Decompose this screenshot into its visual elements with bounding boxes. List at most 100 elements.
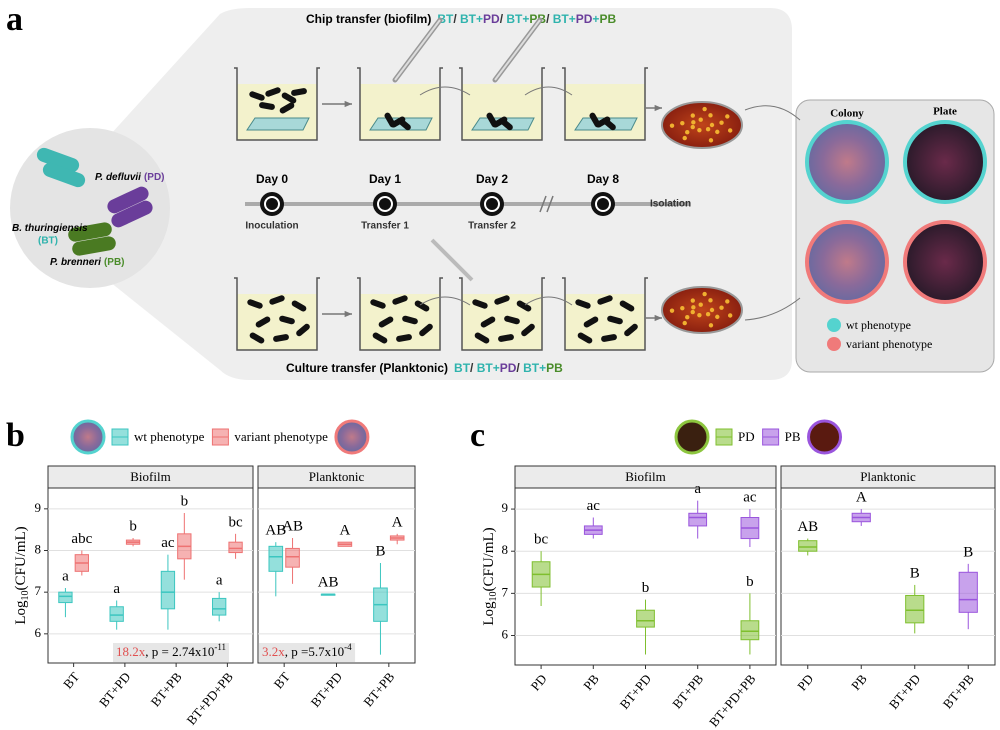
bacterium <box>107 186 149 214</box>
x-tick-label: BT+PB <box>669 671 706 711</box>
y-label-sub: 10 <box>20 591 31 601</box>
group-letter: B <box>963 544 973 560</box>
group-letter: a <box>113 581 120 597</box>
colony-spot <box>691 120 696 125</box>
step-label: Transfer 2 <box>468 221 516 232</box>
colony-spot <box>697 312 702 318</box>
combo-token: BT <box>460 12 477 26</box>
cell <box>472 299 488 309</box>
y-tick-label: 7 <box>502 584 509 599</box>
plate-label: Plate <box>933 106 957 118</box>
bacterium <box>42 162 86 188</box>
colony-spot <box>680 305 685 311</box>
day-label: Day 2 <box>476 172 508 186</box>
cell <box>265 87 281 97</box>
cell <box>249 332 265 344</box>
combo-token: / <box>470 361 477 375</box>
species-name: P. brenneri <box>50 257 101 268</box>
tweezers-edge <box>494 19 541 81</box>
phenotype-image <box>805 220 889 304</box>
x-tick-label: BT <box>271 669 293 691</box>
legend-label: variant phenotype <box>234 429 328 444</box>
box <box>109 606 124 622</box>
y-axis-label: Log10(CFU/mL) <box>481 527 499 625</box>
y-tick-label: 6 <box>35 625 42 640</box>
cell <box>504 315 520 325</box>
combo-token: PD <box>483 12 500 26</box>
cell <box>597 295 613 305</box>
combo-token: BT <box>523 361 540 375</box>
y-label-sub: 10 <box>488 592 499 602</box>
x-tick-label: BT+PB <box>940 671 977 711</box>
species-abbr: (PB) <box>104 257 125 268</box>
group-letter: b <box>129 518 137 534</box>
colony-spot <box>705 312 711 317</box>
colony-spot <box>715 129 720 135</box>
cell <box>247 299 263 309</box>
x-tick-label: BT+PD+PB <box>706 671 759 730</box>
day-marker-ring <box>595 196 611 212</box>
group-letter: B <box>910 565 920 581</box>
colony-spot <box>709 307 715 313</box>
x-tick-label: PB <box>848 671 870 693</box>
cell <box>372 332 388 344</box>
y-tick-label: 9 <box>502 500 509 515</box>
legend-label: wt phenotype <box>134 429 205 444</box>
phenotype-dot <box>827 337 841 351</box>
colony-spot <box>698 117 703 122</box>
arrow-head <box>654 314 662 322</box>
beaker <box>234 67 320 141</box>
bacterium <box>72 236 116 256</box>
box <box>228 541 243 554</box>
x-tick-label: BT+PD <box>617 671 655 712</box>
y-tick-label: 8 <box>35 541 42 556</box>
cell <box>601 334 617 342</box>
arrow-head <box>654 104 662 112</box>
cell <box>273 334 289 342</box>
group-letter: AB <box>265 523 286 539</box>
box <box>58 591 73 604</box>
cell <box>378 316 394 328</box>
colony-spot <box>708 113 713 118</box>
colony-spot <box>697 127 702 133</box>
group-letter: b <box>746 574 754 590</box>
transfer-title: Chip transfer (biofilm)BT/ BT+PD/ BT+PB/… <box>306 12 616 26</box>
step-label: Transfer 1 <box>361 221 409 232</box>
step-label: Isolation <box>650 199 691 210</box>
day-marker <box>480 192 504 216</box>
day-marker-ring <box>264 196 280 212</box>
pipette <box>430 238 474 282</box>
day-marker-ring <box>484 196 500 212</box>
combo-token: / <box>546 12 553 26</box>
cell <box>291 88 307 96</box>
cell <box>583 316 599 328</box>
beaker <box>459 67 545 141</box>
combo-token: / <box>453 12 460 26</box>
day-marker <box>260 192 284 216</box>
day-label: Day 1 <box>369 172 401 186</box>
colony-spot <box>690 309 695 315</box>
x-tick-label: PD <box>794 671 816 693</box>
facet-title: Biofilm <box>625 469 665 484</box>
day-marker-ring <box>377 196 393 212</box>
x-tick-label: BT+PD+PB <box>183 669 236 728</box>
combo-token: / <box>500 12 507 26</box>
beaker <box>459 277 545 351</box>
combo-token: BT <box>553 12 570 26</box>
group-letter: a <box>62 568 69 584</box>
group-letter: AB <box>318 575 339 591</box>
combo-token: + <box>539 361 546 375</box>
transfer-title: Culture transfer (Planktonic) BT/ BT+PD/ … <box>286 361 563 375</box>
cell <box>397 117 411 131</box>
box <box>212 597 227 616</box>
step-label: Inoculation <box>245 221 298 232</box>
phenotype-image <box>805 120 889 204</box>
y-tick-label: 8 <box>502 542 509 557</box>
break-mark <box>539 195 554 213</box>
beaker <box>357 67 443 141</box>
facet-title: Biofilm <box>130 469 170 484</box>
group-letter: AB <box>282 518 303 534</box>
y-tick-label: 9 <box>35 500 42 515</box>
p-exponent: -11 <box>214 642 226 652</box>
beaker <box>562 67 648 141</box>
